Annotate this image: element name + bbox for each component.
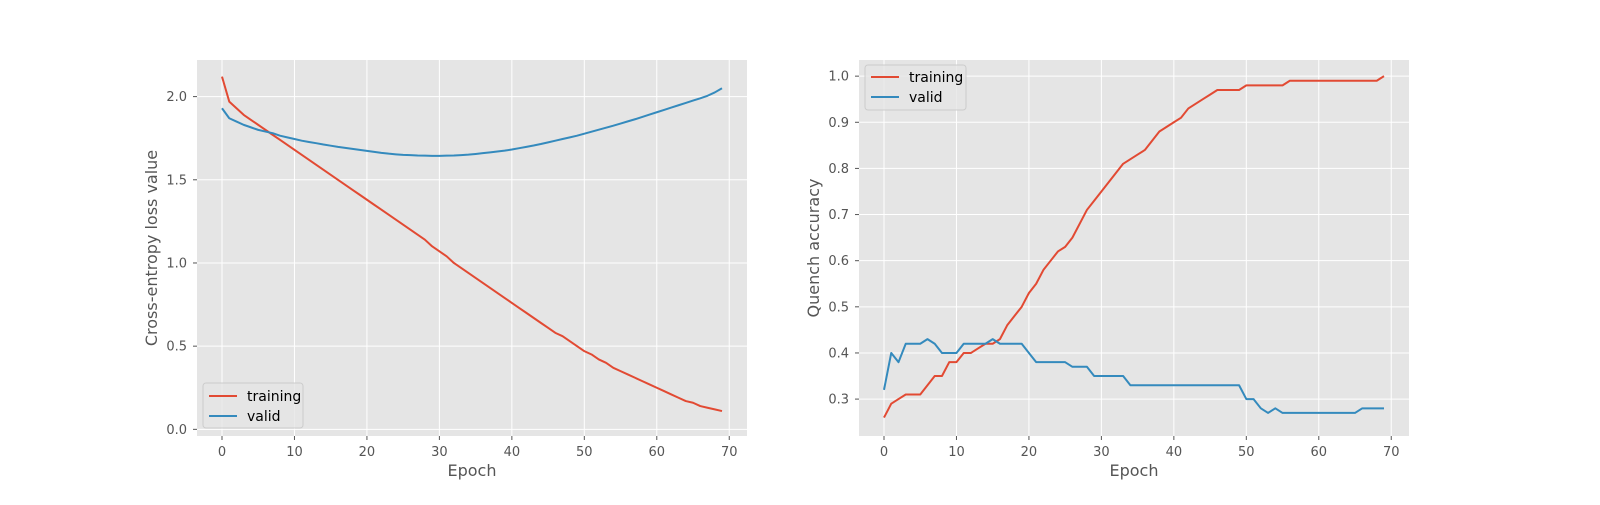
accuracy-y-axis-label: Quench accuracy bbox=[804, 179, 823, 318]
loss-legend: training valid bbox=[202, 382, 304, 429]
loss-grid bbox=[197, 60, 747, 436]
accuracy-x-ticks: 0 10 20 30 40 50 60 70 bbox=[880, 436, 1400, 460]
accuracy-x-tick-label: 10 bbox=[948, 445, 965, 460]
loss-y-tick-label: 1.0 bbox=[166, 256, 187, 271]
accuracy-y-tick-label: 0.4 bbox=[828, 346, 849, 361]
loss-plot-area bbox=[197, 60, 747, 436]
accuracy-y-tick-label: 0.8 bbox=[828, 162, 849, 177]
loss-y-ticks: 0.0 0.5 1.0 1.5 2.0 bbox=[166, 90, 197, 438]
loss-x-tick-label: 70 bbox=[721, 445, 738, 460]
loss-x-tick-label: 20 bbox=[359, 445, 376, 460]
loss-legend-valid-label: valid bbox=[247, 409, 281, 425]
loss-y-tick-label: 0.5 bbox=[166, 340, 187, 355]
loss-chart: 0 10 20 30 40 50 60 70 0.0 0.5 1.0 1.5 2.0 Epoch Cr… bbox=[142, 60, 747, 480]
accuracy-y-ticks: 0.3 0.4 0.5 0.6 0.7 0.8 0.9 1.0 bbox=[828, 70, 859, 408]
loss-y-axis-label: Cross-entropy loss value bbox=[142, 150, 161, 346]
loss-x-tick-label: 10 bbox=[286, 445, 303, 460]
loss-x-ticks: 0 10 20 30 40 50 60 70 bbox=[218, 436, 738, 460]
accuracy-x-tick-label: 0 bbox=[880, 445, 888, 460]
loss-training-line bbox=[221, 76, 723, 413]
accuracy-x-axis-label: Epoch bbox=[1110, 461, 1159, 480]
accuracy-x-tick-label: 50 bbox=[1238, 445, 1255, 460]
accuracy-series-group bbox=[883, 75, 1385, 419]
loss-y-tick-label: 0.0 bbox=[166, 423, 187, 438]
accuracy-x-tick-label: 40 bbox=[1166, 445, 1183, 460]
accuracy-training-line bbox=[883, 75, 1385, 419]
accuracy-y-tick-label: 1.0 bbox=[828, 70, 849, 85]
loss-legend-training-label: training bbox=[247, 389, 301, 405]
accuracy-legend-valid-label: valid bbox=[909, 90, 943, 106]
loss-y-tick-label: 1.5 bbox=[166, 173, 187, 188]
loss-x-axis-label: Epoch bbox=[448, 461, 497, 480]
loss-x-tick-label: 0 bbox=[218, 445, 226, 460]
accuracy-x-tick-label: 70 bbox=[1383, 445, 1400, 460]
accuracy-y-tick-label: 0.9 bbox=[828, 116, 849, 131]
loss-x-tick-label: 40 bbox=[504, 445, 521, 460]
loss-y-tick-label: 2.0 bbox=[166, 90, 187, 105]
accuracy-y-tick-label: 0.6 bbox=[828, 254, 849, 269]
loss-x-tick-label: 60 bbox=[649, 445, 666, 460]
accuracy-plot-area bbox=[859, 60, 1409, 436]
accuracy-y-tick-label: 0.3 bbox=[828, 393, 849, 408]
accuracy-legend: training valid bbox=[864, 64, 967, 111]
accuracy-x-tick-label: 20 bbox=[1021, 445, 1038, 460]
loss-x-tick-label: 30 bbox=[431, 445, 448, 460]
loss-x-tick-label: 50 bbox=[576, 445, 593, 460]
accuracy-x-tick-label: 60 bbox=[1311, 445, 1328, 460]
accuracy-y-tick-label: 0.5 bbox=[828, 300, 849, 315]
loss-valid-line bbox=[221, 87, 723, 157]
loss-series-group bbox=[221, 76, 723, 413]
accuracy-legend-training-label: training bbox=[909, 70, 963, 86]
accuracy-chart: 0 10 20 30 40 50 60 70 0.3 0.4 0.5 0.6 0.7 0.8 0.9 1.0… bbox=[804, 60, 1409, 480]
accuracy-y-tick-label: 0.7 bbox=[828, 208, 849, 223]
accuracy-valid-line bbox=[883, 338, 1384, 414]
accuracy-x-tick-label: 30 bbox=[1093, 445, 1110, 460]
